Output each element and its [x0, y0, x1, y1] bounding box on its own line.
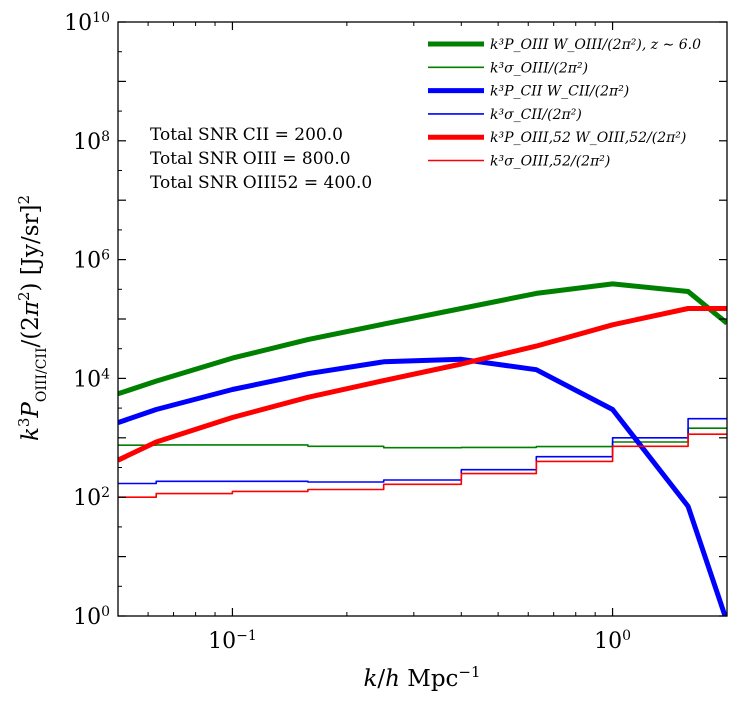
- snr-annotation-1: Total SNR OIII = 800.0: [150, 149, 351, 169]
- series-line-4: [118, 306, 727, 463]
- y-tick-label: 104: [73, 366, 110, 392]
- series-line-2: [118, 356, 727, 616]
- x-tick-label: 10−1: [208, 628, 257, 654]
- x-tick-label: 100: [594, 628, 631, 654]
- legend: k³P_OIII W_OIII/(2π²), z ∼ 6.0 k³σ_OIII/(…: [428, 37, 701, 170]
- x-axis-title: k/h Mpc−1: [363, 663, 480, 692]
- ticks-layer: 100 102 104 106 108 1010 10−1 100: [64, 10, 728, 654]
- legend-label-2: k³P_CII W_CII/(2π²): [490, 84, 629, 100]
- legend-label-4: k³P_OIII,52 W_OIII,52/(2π²): [490, 130, 686, 146]
- series-line-5: [118, 433, 727, 498]
- y-axis-title: k3POIII/CII/(2π2) [Jy/sr]2: [15, 195, 50, 441]
- legend-label-3: k³σ_CII/(2π²): [490, 107, 582, 123]
- legend-label-5: k³σ_OIII,52/(2π²): [490, 154, 610, 170]
- series-line-3: [118, 417, 727, 485]
- snr-annotation-0: Total SNR CII = 200.0: [150, 125, 343, 145]
- series-layer: [118, 281, 727, 616]
- legend-label-0: k³P_OIII W_OIII/(2π²), z ∼ 6.0: [490, 37, 701, 53]
- snr-annotation-2: Total SNR OIII52 = 400.0: [150, 173, 372, 193]
- plot-area: 100 102 104 106 108 1010 10−1 100: [64, 10, 728, 654]
- y-tick-label: 106: [73, 248, 110, 274]
- y-tick-label: 108: [73, 129, 110, 155]
- legend-label-1: k³σ_OIII/(2π²): [490, 60, 588, 76]
- series-line-0: [118, 281, 727, 397]
- y-tick-label: 1010: [64, 10, 110, 36]
- y-tick-label: 102: [73, 485, 110, 511]
- snr-annotations: Total SNR CII = 200.0 Total SNR OIII = 80…: [150, 125, 372, 193]
- y-tick-label: 100: [73, 604, 110, 630]
